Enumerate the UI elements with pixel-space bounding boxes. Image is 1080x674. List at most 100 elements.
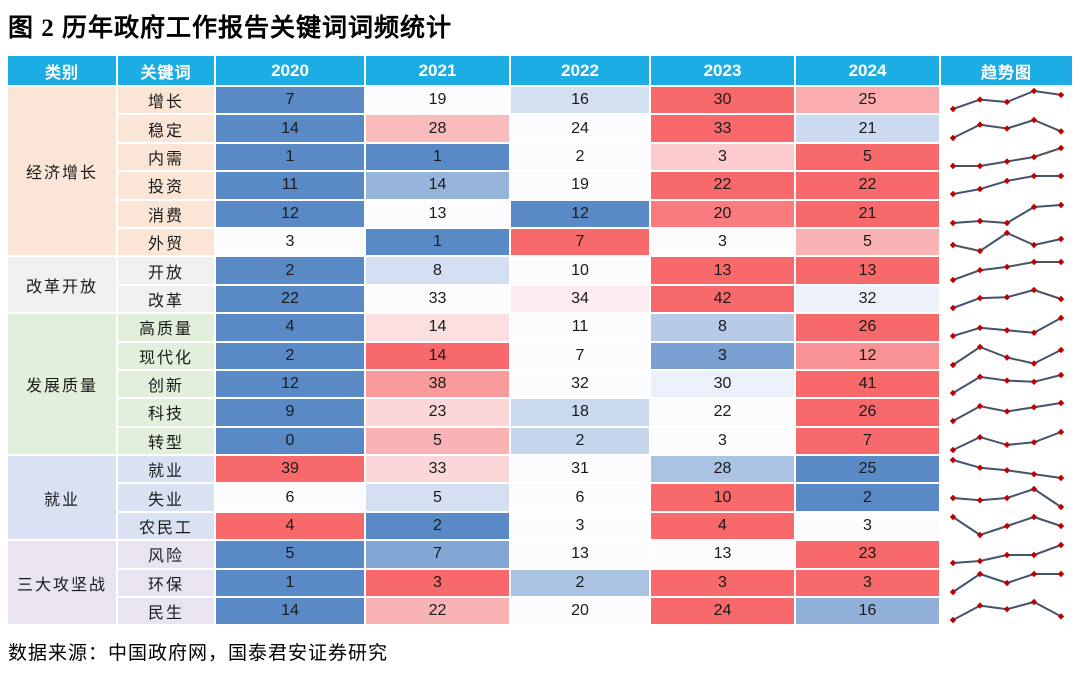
trend-sparkline xyxy=(949,144,1064,170)
value-cell: 1 xyxy=(366,143,509,171)
value-cell: 32 xyxy=(796,285,939,313)
trend-cell xyxy=(941,87,1072,114)
value-cell: 5 xyxy=(796,143,939,171)
trend-cell xyxy=(941,314,1072,341)
keyword-cell: 外贸 xyxy=(118,228,214,256)
value-cell: 13 xyxy=(366,200,509,227)
value-cell: 7 xyxy=(216,87,364,114)
keyword-cell: 现代化 xyxy=(118,342,214,369)
value-cell: 14 xyxy=(216,598,364,625)
value-cell: 3 xyxy=(651,228,794,256)
keyword-cell: 就业 xyxy=(118,456,214,483)
value-cell: 28 xyxy=(651,456,794,483)
value-cell: 22 xyxy=(216,285,364,313)
value-cell: 26 xyxy=(796,399,939,426)
value-cell: 28 xyxy=(366,115,509,142)
value-cell: 16 xyxy=(796,598,939,625)
value-cell: 3 xyxy=(651,569,794,597)
value-cell: 10 xyxy=(651,484,794,511)
value-cell: 3 xyxy=(216,228,364,256)
keyword-cell: 增长 xyxy=(118,87,214,114)
trend-cell xyxy=(941,143,1072,171)
trend-sparkline xyxy=(949,286,1064,312)
column-header: 2022 xyxy=(511,56,649,85)
keyword-cell: 科技 xyxy=(118,399,214,426)
trend-cell xyxy=(941,285,1072,313)
keyword-cell: 投资 xyxy=(118,172,214,199)
trend-cell xyxy=(941,228,1072,256)
trend-cell xyxy=(941,115,1072,142)
value-cell: 2 xyxy=(216,342,364,369)
trend-sparkline xyxy=(949,201,1064,226)
value-cell: 22 xyxy=(651,172,794,199)
trend-cell xyxy=(941,598,1072,625)
value-cell: 12 xyxy=(796,342,939,369)
category-cell: 发展质量 xyxy=(8,314,116,455)
value-cell: 23 xyxy=(796,541,939,568)
value-cell: 13 xyxy=(511,541,649,568)
keyword-cell: 稳定 xyxy=(118,115,214,142)
value-cell: 3 xyxy=(651,342,794,369)
value-cell: 41 xyxy=(796,370,939,398)
trend-cell xyxy=(941,399,1072,426)
data-source: 数据来源：中国政府网，国泰君安证券研究 xyxy=(8,643,389,664)
value-cell: 2 xyxy=(796,484,939,511)
value-cell: 12 xyxy=(216,370,364,398)
column-header: 2020 xyxy=(216,56,364,85)
trend-sparkline xyxy=(949,599,1064,624)
category-cell: 经济增长 xyxy=(8,87,116,256)
trend-sparkline xyxy=(949,400,1064,425)
keyword-cell: 转型 xyxy=(118,427,214,455)
keyword-cell: 风险 xyxy=(118,541,214,568)
value-cell: 24 xyxy=(651,598,794,625)
value-cell: 26 xyxy=(796,314,939,341)
value-cell: 4 xyxy=(651,512,794,540)
value-cell: 3 xyxy=(796,569,939,597)
value-cell: 20 xyxy=(651,200,794,227)
value-cell: 5 xyxy=(366,427,509,455)
value-cell: 12 xyxy=(511,200,649,227)
value-cell: 16 xyxy=(511,87,649,114)
value-cell: 42 xyxy=(651,285,794,313)
value-cell: 2 xyxy=(366,512,509,540)
value-cell: 20 xyxy=(511,598,649,625)
value-cell: 2 xyxy=(216,257,364,284)
value-cell: 38 xyxy=(366,370,509,398)
value-cell: 2 xyxy=(511,427,649,455)
trend-cell xyxy=(941,200,1072,227)
value-cell: 10 xyxy=(511,257,649,284)
value-cell: 7 xyxy=(511,342,649,369)
value-cell: 4 xyxy=(216,314,364,341)
column-header: 趋势图 xyxy=(941,56,1072,85)
value-cell: 11 xyxy=(511,314,649,341)
keyword-cell: 内需 xyxy=(118,143,214,171)
value-cell: 6 xyxy=(511,484,649,511)
trend-sparkline xyxy=(949,343,1064,368)
value-cell: 0 xyxy=(216,427,364,455)
value-cell: 33 xyxy=(366,456,509,483)
column-header: 关键词 xyxy=(118,56,214,85)
value-cell: 14 xyxy=(216,115,364,142)
figure-title: 图 2 历年政府工作报告关键词词频统计 xyxy=(8,15,453,42)
trend-sparkline xyxy=(949,570,1064,596)
value-cell: 7 xyxy=(796,427,939,455)
value-cell: 3 xyxy=(651,427,794,455)
trend-cell xyxy=(941,541,1072,568)
trend-sparkline xyxy=(949,457,1064,482)
value-cell: 2 xyxy=(511,143,649,171)
value-cell: 25 xyxy=(796,87,939,114)
value-cell: 3 xyxy=(796,512,939,540)
value-cell: 21 xyxy=(796,200,939,227)
trend-cell xyxy=(941,569,1072,597)
value-cell: 13 xyxy=(651,541,794,568)
value-cell: 30 xyxy=(651,87,794,114)
value-cell: 19 xyxy=(511,172,649,199)
value-cell: 31 xyxy=(511,456,649,483)
column-header: 2023 xyxy=(651,56,794,85)
value-cell: 33 xyxy=(366,285,509,313)
value-cell: 1 xyxy=(216,569,364,597)
category-cell: 改革开放 xyxy=(8,257,116,313)
value-cell: 24 xyxy=(511,115,649,142)
value-cell: 3 xyxy=(366,569,509,597)
